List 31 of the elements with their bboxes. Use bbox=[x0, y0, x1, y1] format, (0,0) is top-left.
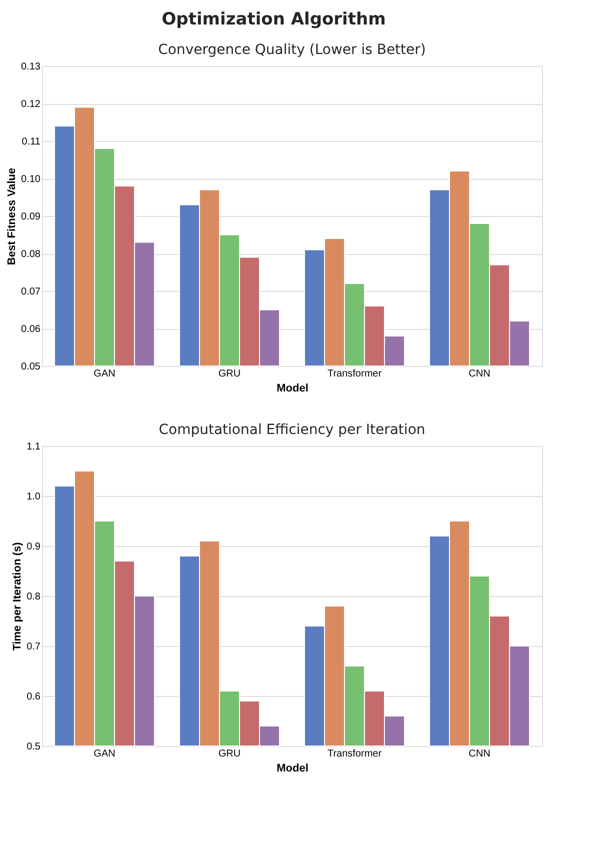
x-axis-title: Model bbox=[276, 382, 308, 394]
x-tick-label: GRU bbox=[218, 368, 241, 380]
chart-title: Computational Efficiency per Iteration bbox=[158, 422, 426, 438]
y-axis-title: Best Fitness Value bbox=[6, 168, 18, 266]
chart-title: Optimization Algorithm bbox=[162, 10, 386, 30]
x-tick-label: GAN bbox=[94, 368, 116, 380]
x-tick-label: CNN bbox=[468, 368, 490, 380]
y-tick-label: 1.0 bbox=[26, 492, 41, 502]
y-tick-label: 0.6 bbox=[26, 692, 41, 702]
y-tick-label: 0.13 bbox=[21, 62, 41, 72]
y-axis-title: Time per Iteration (s) bbox=[12, 542, 24, 651]
y-tick-label: 0.09 bbox=[21, 212, 41, 222]
y-tick-label: 0.06 bbox=[21, 324, 41, 335]
y-tick-label: 0.07 bbox=[21, 286, 41, 298]
y-tick-label: 0.10 bbox=[21, 174, 41, 185]
y-tick-label: 0.08 bbox=[21, 249, 41, 260]
y-tick-label: 0.8 bbox=[26, 592, 41, 602]
x-tick-label: CNN bbox=[468, 748, 490, 760]
y-tick-label: 0.12 bbox=[21, 99, 41, 110]
y-tick-label: 0.05 bbox=[21, 362, 41, 372]
y-tick-label: 1.1 bbox=[26, 442, 41, 452]
x-tick-label: GRU bbox=[218, 748, 241, 760]
x-axis-title: Model bbox=[276, 762, 308, 774]
y-tick-label: 0.5 bbox=[26, 742, 41, 752]
y-tick-label: 0.11 bbox=[22, 136, 41, 148]
y-tick-label: 0.9 bbox=[26, 542, 41, 552]
x-tick-label: Transformer bbox=[327, 368, 382, 380]
y-tick-label: 0.7 bbox=[26, 642, 41, 652]
chart-subtitle: Convergence Quality (Lower is Better) bbox=[158, 42, 426, 58]
x-tick-label: GAN bbox=[94, 748, 116, 760]
x-tick-label: Transformer bbox=[327, 748, 382, 760]
